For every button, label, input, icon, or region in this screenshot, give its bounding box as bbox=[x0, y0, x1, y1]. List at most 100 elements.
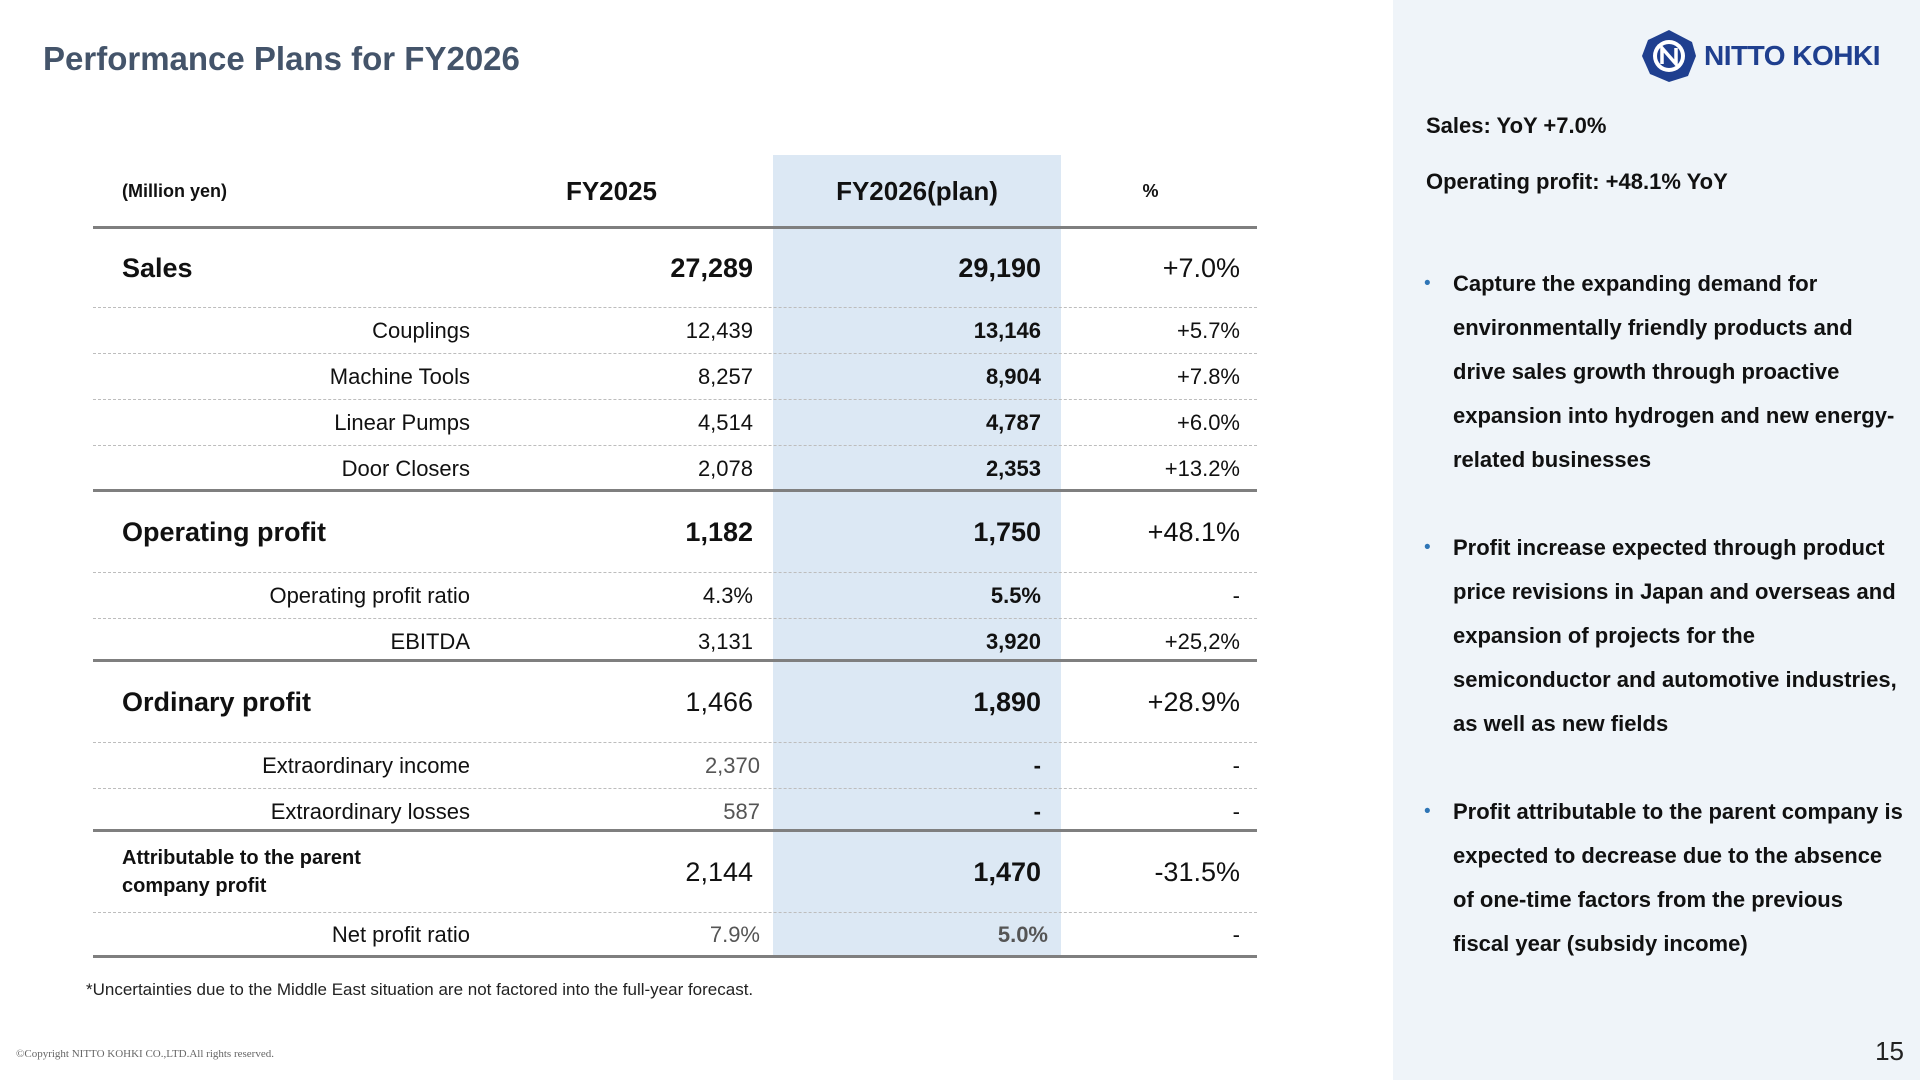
pct-value: - bbox=[1232, 752, 1240, 778]
pct-value: - bbox=[1232, 582, 1240, 608]
divider bbox=[93, 788, 1257, 789]
divider bbox=[93, 912, 1257, 913]
row-label: Extraordinary income bbox=[262, 752, 470, 778]
copyright: ©Copyright NITTO KOHKI CO.,LTD.All right… bbox=[16, 1048, 274, 1060]
row-label: EBITDA bbox=[390, 628, 470, 654]
footnote: *Uncertainties due to the Middle East si… bbox=[86, 980, 754, 999]
header-fy2026-plan: FY2026(plan) bbox=[836, 176, 998, 206]
fy2025-value: 2,370 bbox=[704, 752, 760, 778]
bullet-text: Capture the expanding demand for environ… bbox=[1453, 271, 1895, 472]
pct-value: - bbox=[1232, 798, 1240, 824]
table-row: Extraordinary income 2,370 - - bbox=[93, 743, 1257, 788]
fy2025-value: 27,289 bbox=[670, 252, 753, 283]
fy2026-value: 3,920 bbox=[985, 628, 1041, 654]
table-row: Operating profit ratio 4.3% 5.5% - bbox=[93, 573, 1257, 618]
table-row: Net profit ratio 7.9% 5.0% - bbox=[93, 913, 1257, 957]
fy2025-value: 587 bbox=[723, 798, 760, 824]
fy2025-value: 4,514 bbox=[697, 409, 753, 435]
table-row: Couplings 12,439 13,146 +5.7% bbox=[93, 308, 1257, 353]
fy2026-value: 29,190 bbox=[958, 252, 1041, 283]
table-row: Door Closers 2,078 2,353 +13.2% bbox=[93, 446, 1257, 491]
fy2026-value: 1,890 bbox=[973, 686, 1041, 717]
plan-column-highlight bbox=[773, 155, 1061, 955]
table-row: Ordinary profit 1,466 1,890 +28.9% bbox=[93, 662, 1257, 742]
pct-value: +7.0% bbox=[1162, 252, 1240, 283]
fy2026-value: 4,787 bbox=[985, 409, 1041, 435]
bullet-marker: • bbox=[1424, 273, 1431, 294]
divider bbox=[93, 829, 1257, 832]
row-label: Extraordinary losses bbox=[270, 798, 470, 824]
fy2025-value: 7.9% bbox=[709, 922, 760, 947]
pct-value: +28.9% bbox=[1147, 686, 1240, 717]
fy2025-value: 1,466 bbox=[685, 686, 753, 717]
bullet-marker: • bbox=[1424, 537, 1431, 558]
row-label: Sales bbox=[122, 252, 193, 283]
divider bbox=[93, 353, 1257, 354]
divider bbox=[93, 445, 1257, 446]
row-label: Door Closers bbox=[341, 455, 470, 481]
row-label-line: company profit bbox=[122, 875, 267, 897]
bullet-item: • Profit attributable to the parent comp… bbox=[1424, 790, 1904, 966]
logo-wordmark: NITTO KOHKI bbox=[1704, 40, 1880, 71]
fy2026-value: - bbox=[1033, 752, 1041, 778]
logo-mark-icon bbox=[1642, 30, 1696, 82]
divider bbox=[93, 307, 1257, 308]
fy2026-value: 2,353 bbox=[985, 455, 1041, 481]
row-label: Machine Tools bbox=[329, 363, 470, 389]
fy2026-value: 5.0% bbox=[997, 922, 1048, 947]
fy2025-value: 2,078 bbox=[697, 455, 753, 481]
row-label: Operating profit ratio bbox=[269, 582, 470, 608]
fy2026-value: 1,750 bbox=[973, 516, 1041, 547]
pct-value: +6.0% bbox=[1177, 409, 1240, 435]
company-logo: NITTO KOHKI bbox=[1640, 28, 1880, 84]
fy2026-value: 5.5% bbox=[990, 582, 1041, 608]
fy2025-value: 4.3% bbox=[702, 582, 753, 608]
pct-value: +25,2% bbox=[1164, 628, 1240, 654]
table-row: EBITDA 3,131 3,920 +25,2% bbox=[93, 619, 1257, 664]
divider bbox=[93, 659, 1257, 662]
page-number: 15 bbox=[1875, 1036, 1904, 1066]
fy2026-value: 1,470 bbox=[973, 856, 1041, 887]
fy2026-value: - bbox=[1033, 798, 1041, 824]
table-header-row: (Million yen) FY2025 FY2026(plan) % bbox=[93, 155, 1257, 228]
fy2026-value: 13,146 bbox=[973, 317, 1041, 343]
row-label: Attributable to the parent company profi… bbox=[93, 832, 470, 912]
row-label-line: Attributable to the parent bbox=[122, 847, 361, 869]
pct-value: +13.2% bbox=[1164, 455, 1240, 481]
bullet-item: • Capture the expanding demand for envir… bbox=[1424, 262, 1904, 482]
bullet-list: • Capture the expanding demand for envir… bbox=[1424, 262, 1904, 1010]
row-label: Operating profit bbox=[122, 516, 326, 547]
bullet-item: • Profit increase expected through produ… bbox=[1424, 526, 1904, 746]
divider bbox=[93, 742, 1257, 743]
fy2025-value: 12,439 bbox=[685, 317, 753, 343]
row-label: Couplings bbox=[372, 317, 470, 343]
table-row: Machine Tools 8,257 8,904 +7.8% bbox=[93, 354, 1257, 399]
pct-value: +48.1% bbox=[1147, 516, 1240, 547]
row-label: Linear Pumps bbox=[334, 409, 470, 435]
table-row: Sales 27,289 29,190 +7.0% bbox=[93, 229, 1257, 307]
right-panel bbox=[1393, 0, 1920, 1080]
table-row: Attributable to the parent company profi… bbox=[93, 832, 1257, 912]
pct-value: -31.5% bbox=[1154, 856, 1240, 887]
divider bbox=[93, 226, 1257, 229]
unit-label: (Million yen) bbox=[122, 181, 227, 201]
page-title: Performance Plans for FY2026 bbox=[43, 40, 520, 77]
fy2025-value: 8,257 bbox=[697, 363, 753, 389]
header-percent: % bbox=[1142, 181, 1159, 201]
bullet-marker: • bbox=[1424, 801, 1431, 822]
fy2025-value: 3,131 bbox=[697, 628, 753, 654]
header-fy2025: FY2025 bbox=[565, 176, 658, 206]
summary-operating-profit: Operating profit: +48.1% YoY bbox=[1426, 169, 1728, 194]
bullet-text: Profit increase expected through product… bbox=[1453, 535, 1897, 736]
table-row: Operating profit 1,182 1,750 +48.1% bbox=[93, 492, 1257, 572]
fy2025-value: 2,144 bbox=[685, 856, 753, 887]
bullet-text: Profit attributable to the parent compan… bbox=[1453, 799, 1903, 956]
divider bbox=[93, 489, 1257, 492]
pct-value: +7.8% bbox=[1177, 363, 1240, 389]
fy2026-value: 8,904 bbox=[985, 363, 1041, 389]
pct-value: - bbox=[1232, 922, 1240, 947]
divider bbox=[93, 955, 1257, 958]
row-label: Ordinary profit bbox=[122, 686, 312, 717]
summary-sales: Sales: YoY +7.0% bbox=[1426, 113, 1607, 138]
divider bbox=[93, 572, 1257, 573]
